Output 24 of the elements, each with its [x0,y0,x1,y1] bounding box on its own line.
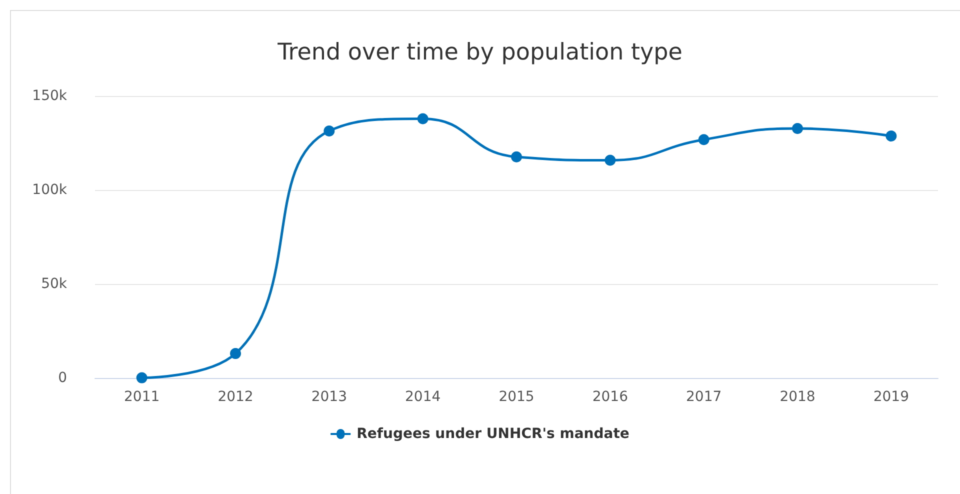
x-tick-label: 2014 [405,389,441,405]
y-tick-label: 0 [58,370,67,386]
point [886,130,897,142]
point [324,125,335,136]
point [792,123,803,134]
point [698,134,710,146]
point [136,372,148,384]
x-tick-label: 2017 [686,389,722,405]
x-tick-label: 2012 [218,389,254,405]
x-tick-label: 2015 [498,389,534,405]
y-tick-label: 150k [32,88,68,104]
legend-label: Refugees under UNHCR's mandate [356,426,630,442]
point [604,154,616,166]
x-tick-label: 2018 [780,389,816,405]
point [230,348,241,360]
point [511,151,522,162]
x-tick-label: 2019 [873,389,909,405]
y-tick-label: 50k [41,276,68,292]
chart-title: Trend over time by population type [276,40,682,66]
x-tick-label: 2016 [592,389,628,405]
point [417,113,428,124]
x-tick-label: 2013 [311,389,347,405]
x-tick-label: 2011 [124,389,160,405]
y-tick-label: 100k [32,182,68,198]
